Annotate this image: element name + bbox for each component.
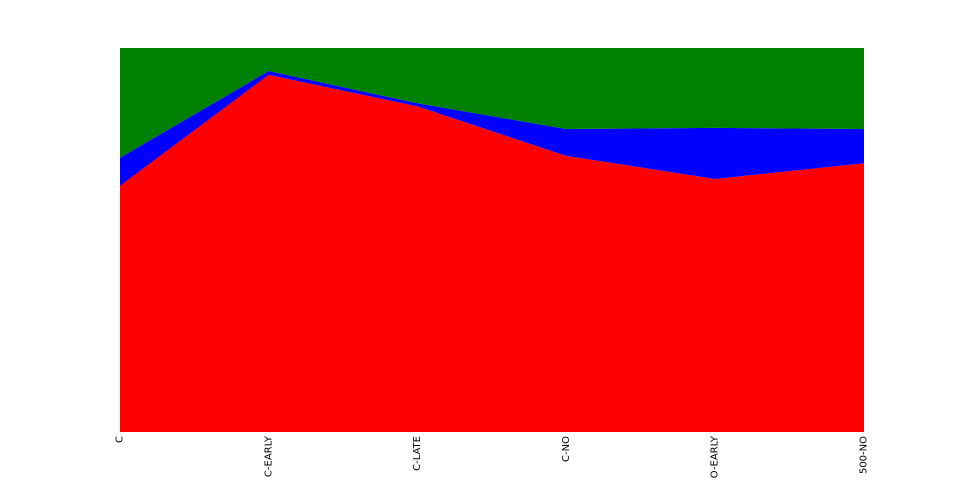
x-tick-label: 500-NO [859, 436, 870, 474]
x-tick-label: C-EARLY [263, 435, 274, 477]
area-series-0 [120, 74, 864, 432]
area-layer [120, 48, 864, 432]
area-series-1 [120, 71, 864, 186]
x-tick-label: C-LATE [412, 436, 423, 471]
x-tick-label: C [115, 436, 126, 443]
x-tick-label: C-NO [561, 436, 572, 462]
x-tick-layer: C C-EARLY C-LATE C-NO O-EARLY 500-NO [115, 435, 870, 478]
x-tick-label: O-EARLY [710, 435, 721, 478]
area-series-2 [120, 48, 864, 158]
